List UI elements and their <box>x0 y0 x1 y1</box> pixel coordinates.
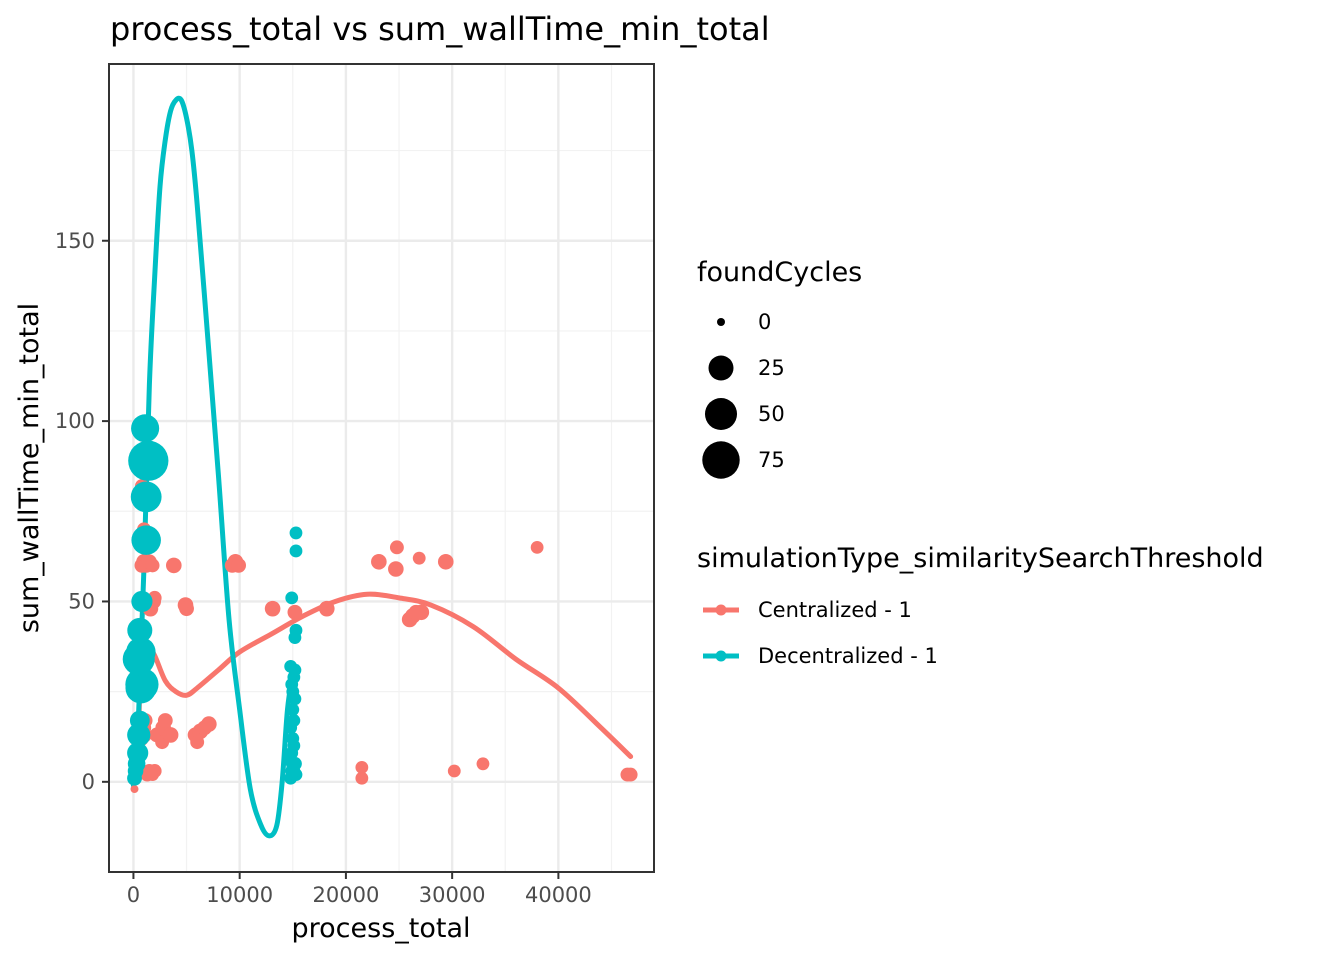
point-centralized <box>166 557 182 574</box>
point-decentralized <box>286 732 300 745</box>
panel-background <box>109 64 654 872</box>
point-centralized <box>145 558 160 573</box>
point-decentralized <box>126 637 156 667</box>
smooth-line-decentralized <box>130 95 296 839</box>
x-tick-label: 40000 <box>525 883 592 907</box>
point-centralized <box>231 557 247 573</box>
point-decentralized <box>131 590 153 613</box>
y-tick-label: 0 <box>82 770 95 794</box>
point-centralized <box>147 764 162 778</box>
point-centralized <box>437 553 454 570</box>
point-decentralized <box>125 667 159 702</box>
point-centralized <box>476 757 490 771</box>
point-decentralized <box>129 710 150 731</box>
color-legend-label: Centralized - 1 <box>758 598 912 622</box>
point-centralized <box>264 600 281 617</box>
x-axis-title: process_total <box>292 913 471 944</box>
x-tick-label: 0 <box>127 883 140 907</box>
point-decentralized <box>286 685 300 699</box>
color-legend-dot <box>715 650 727 662</box>
size-legend-title: foundCycles <box>697 257 862 288</box>
x-tick-label: 20000 <box>313 883 380 907</box>
size-legend-key <box>704 397 738 431</box>
x-tick-label: 30000 <box>419 883 486 907</box>
point-decentralized <box>128 440 169 481</box>
chart-title: process_total vs sum_wallTime_min_total <box>110 10 770 48</box>
size-legend-key <box>708 355 734 381</box>
point-decentralized <box>131 525 161 555</box>
point-centralized <box>447 764 461 778</box>
point-centralized <box>371 553 387 570</box>
point-decentralized <box>283 753 297 767</box>
point-decentralized <box>287 714 301 727</box>
point-decentralized <box>289 526 303 540</box>
y-axis: 0 50 100 150 <box>55 229 109 794</box>
size-legend-key <box>702 441 740 479</box>
point-decentralized <box>286 703 300 717</box>
x-axis: 0 10000 20000 30000 40000 <box>127 872 592 907</box>
size-legend-key <box>717 318 725 326</box>
color-legend-dot <box>715 604 727 616</box>
size-legend-label: 25 <box>758 356 785 380</box>
point-centralized <box>355 771 369 785</box>
size-legend: foundCycles 0 25 50 75 <box>697 257 862 479</box>
point-centralized <box>389 540 404 555</box>
color-legend-title: simulationType_similaritySearchThreshold <box>697 543 1264 574</box>
point-centralized <box>318 600 335 617</box>
point-centralized <box>530 540 544 554</box>
point-centralized <box>355 760 369 774</box>
y-axis-title: sum_wallTime_min_total <box>14 303 45 633</box>
panel-border <box>108 63 655 873</box>
data-points <box>122 414 638 794</box>
x-tick-label: 10000 <box>206 883 273 907</box>
point-decentralized <box>289 623 303 637</box>
point-centralized <box>287 604 303 620</box>
point-centralized <box>201 716 217 732</box>
y-tick-label: 50 <box>68 589 95 613</box>
point-centralized <box>162 727 179 743</box>
point-centralized <box>130 785 139 794</box>
y-tick-label: 150 <box>55 229 95 253</box>
plot-panel <box>108 63 655 873</box>
point-decentralized <box>127 617 153 643</box>
point-centralized <box>388 561 404 577</box>
point-decentralized <box>131 414 160 443</box>
point-centralized <box>413 604 430 621</box>
point-centralized <box>179 601 194 617</box>
size-legend-label: 0 <box>758 310 771 334</box>
y-tick-label: 100 <box>55 409 95 433</box>
point-decentralized <box>127 742 149 764</box>
point-decentralized <box>287 764 301 778</box>
size-legend-label: 75 <box>758 448 785 472</box>
point-decentralized <box>130 481 162 513</box>
size-legend-label: 50 <box>758 402 785 426</box>
point-decentralized <box>289 544 303 558</box>
color-legend: simulationType_similaritySearchThreshold… <box>697 543 1264 668</box>
color-legend-label: Decentralized - 1 <box>758 644 938 668</box>
point-decentralized <box>285 591 299 605</box>
point-centralized <box>623 767 638 782</box>
point-centralized <box>412 551 426 565</box>
point-decentralized <box>284 659 298 673</box>
point-centralized <box>157 713 173 728</box>
